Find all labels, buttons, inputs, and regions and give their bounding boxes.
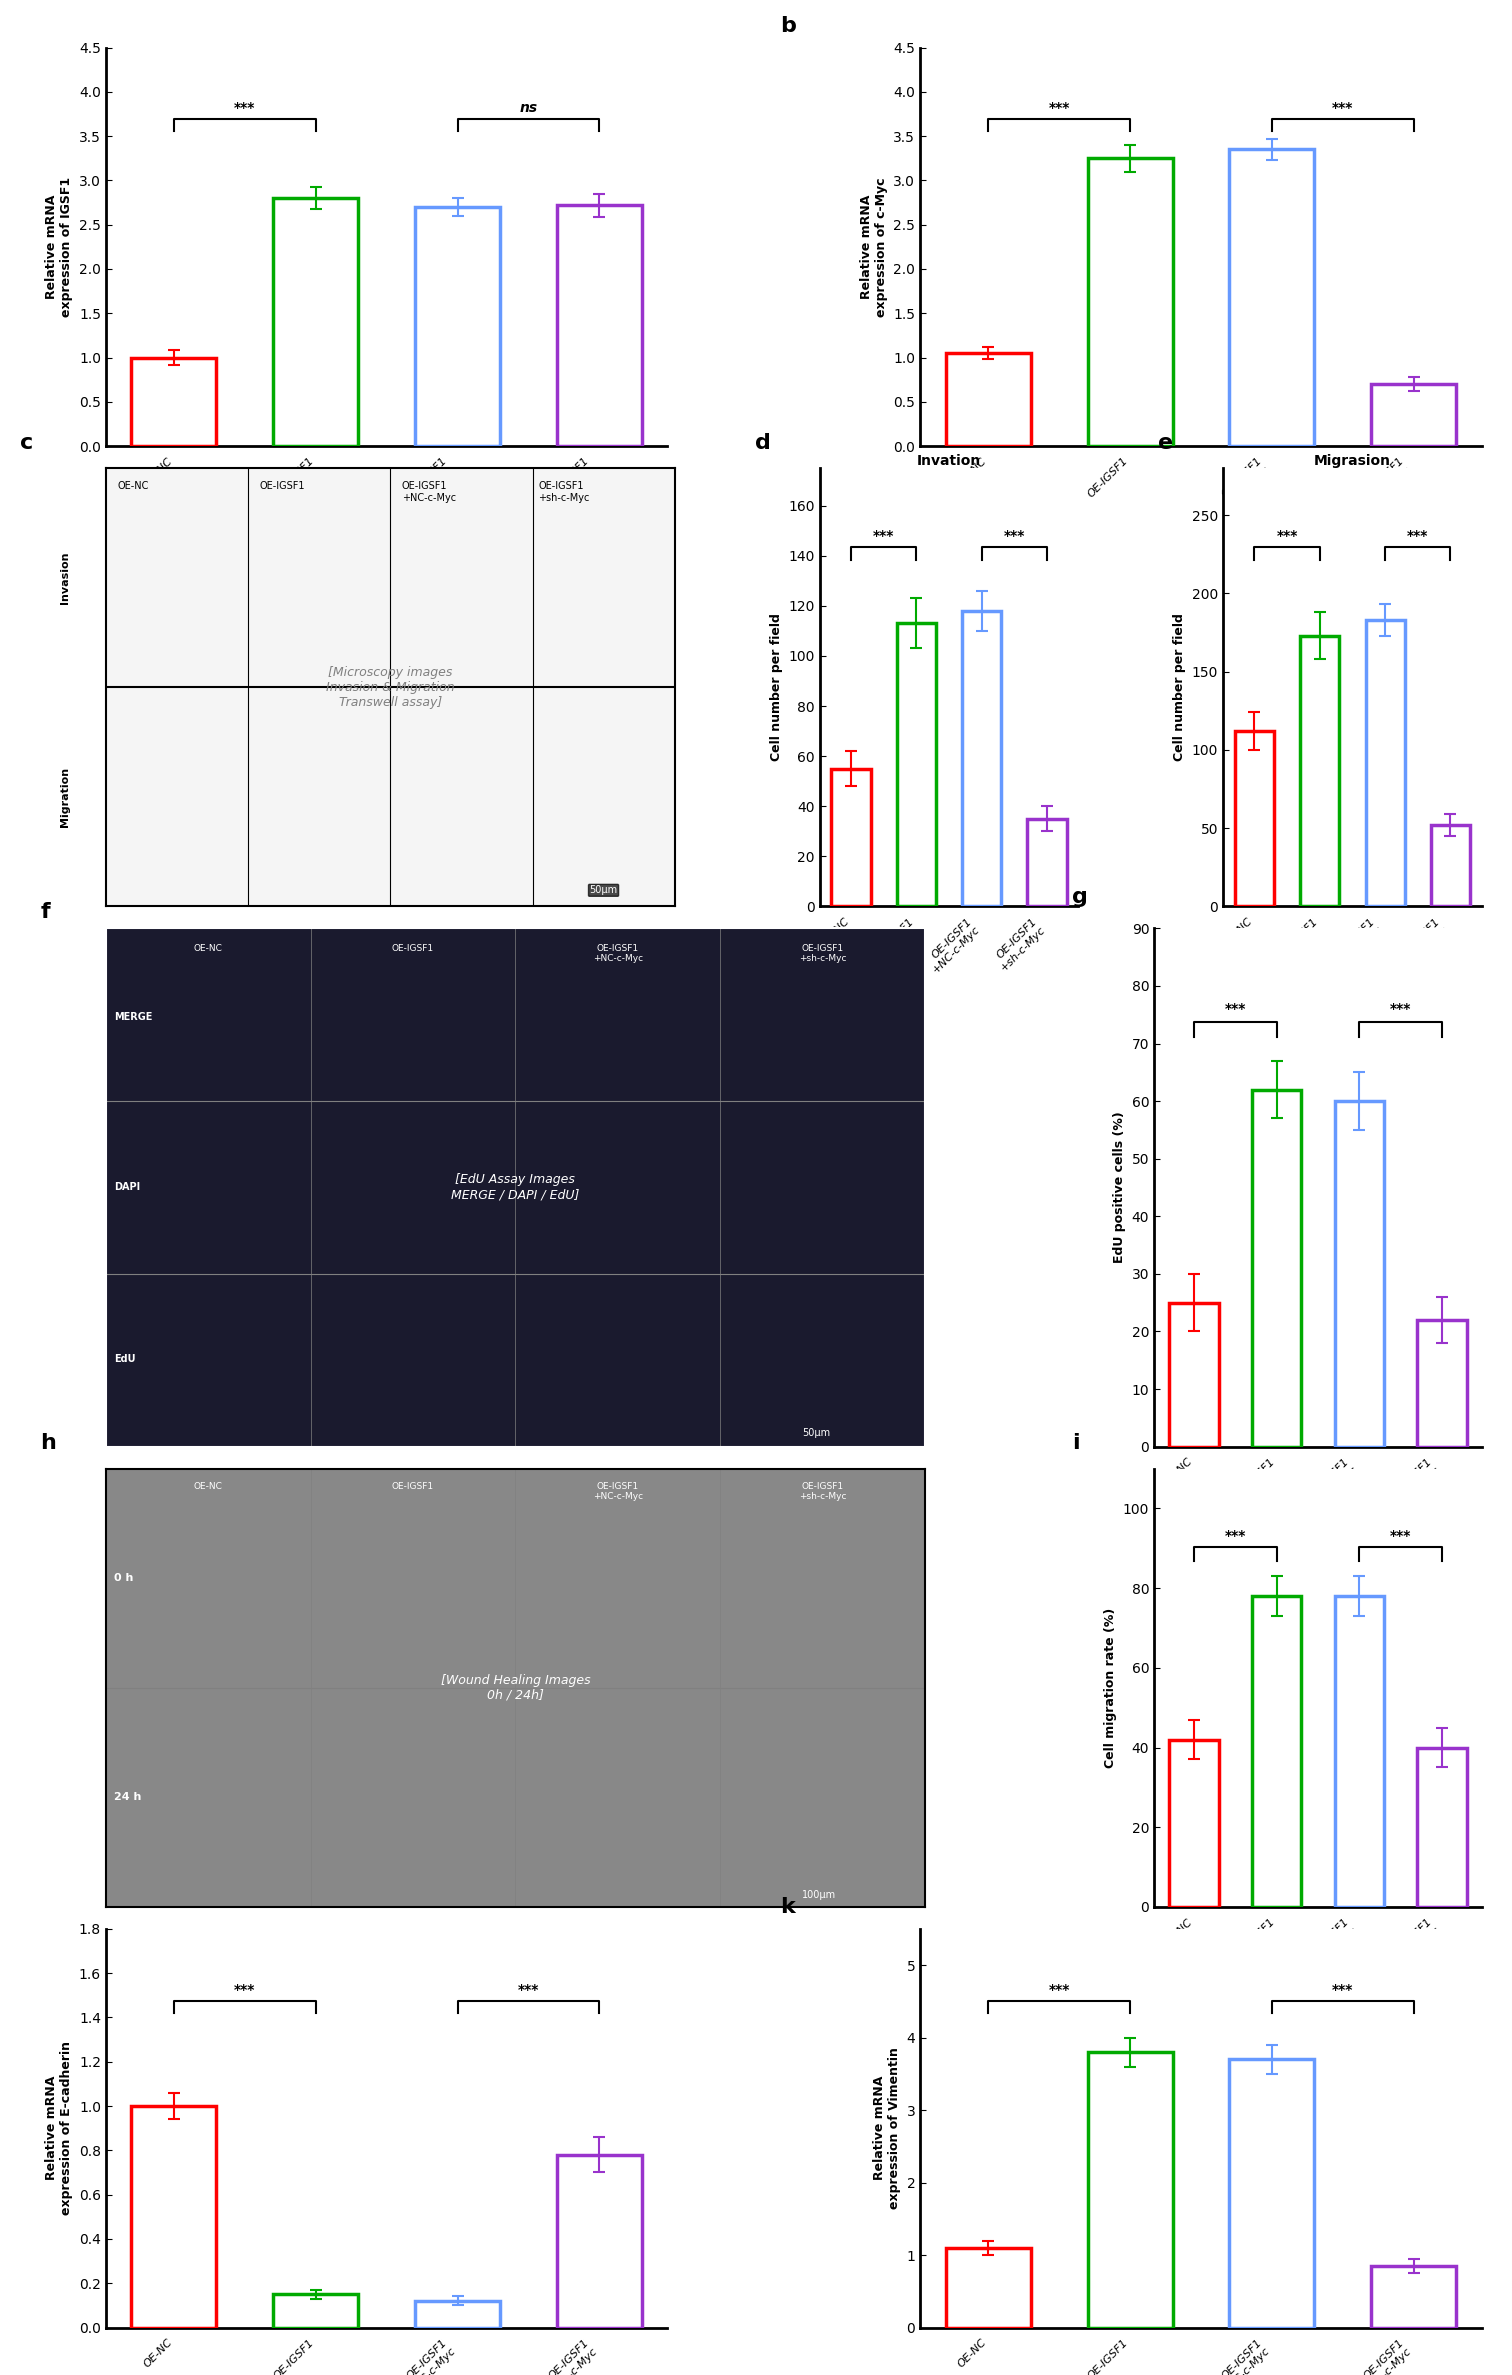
Bar (1335, 1102, 1383, 1446)
Bar (556, 204, 643, 446)
Bar (274, 197, 358, 446)
Bar (962, 610, 1001, 907)
Bar (1027, 819, 1066, 907)
Text: OE-IGSF1
+sh-c-Myc: OE-IGSF1 +sh-c-Myc (798, 943, 847, 964)
Bar (1087, 2052, 1173, 2328)
Bar (1417, 1748, 1467, 1907)
Bar (832, 770, 871, 907)
Text: ***: *** (1048, 102, 1070, 116)
Text: [Microscopy images
Invasion & Migration
Transwell assay]: [Microscopy images Invasion & Migration … (327, 665, 455, 708)
Y-axis label: Relative mRNA
expression of E-cadherin: Relative mRNA expression of E-cadherin (45, 2040, 73, 2216)
Text: MERGE: MERGE (113, 1012, 153, 1021)
Text: OE-IGSF1
+sh-c-Myc: OE-IGSF1 +sh-c-Myc (798, 1482, 847, 1501)
Text: ***: *** (1225, 1530, 1246, 1544)
Y-axis label: Cell migration rate (%): Cell migration rate (%) (1104, 1608, 1117, 1767)
Text: ***: *** (517, 1983, 540, 1997)
Text: OE-IGSF1
+sh-c-Myc: OE-IGSF1 +sh-c-Myc (538, 482, 590, 504)
Bar (1300, 636, 1340, 907)
Bar (414, 207, 500, 446)
Text: 50μm: 50μm (590, 886, 617, 895)
Text: EdU: EdU (113, 1354, 136, 1363)
Bar (897, 622, 936, 907)
Bar (1235, 732, 1275, 907)
Text: OE-NC: OE-NC (194, 1482, 222, 1492)
Bar (1087, 159, 1173, 446)
Bar (945, 2247, 1031, 2328)
Bar (132, 2107, 216, 2328)
Text: g: g (1072, 886, 1089, 907)
Text: ***: *** (1225, 1002, 1246, 1016)
Text: h: h (41, 1434, 56, 1454)
Text: d: d (754, 432, 771, 454)
Text: ns: ns (520, 102, 538, 116)
Text: ***: *** (1004, 530, 1025, 542)
Bar (1417, 1321, 1467, 1446)
Text: ***: *** (1390, 1002, 1411, 1016)
Bar (1169, 1302, 1219, 1446)
Title: Invation: Invation (916, 454, 981, 468)
Bar (556, 2154, 643, 2328)
Text: [Wound Healing Images
0h / 24h]: [Wound Healing Images 0h / 24h] (440, 1674, 590, 1703)
Bar (1229, 150, 1314, 446)
Text: ***: *** (1390, 1530, 1411, 1544)
Text: i: i (1072, 1434, 1080, 1454)
Text: 50μm: 50μm (801, 1427, 830, 1439)
Bar (132, 359, 216, 446)
Text: 100μm: 100μm (801, 1890, 836, 1900)
Text: k: k (780, 1898, 794, 1917)
Y-axis label: Cell number per field: Cell number per field (1173, 613, 1187, 762)
Text: b: b (780, 17, 795, 36)
Text: ***: *** (1332, 1983, 1353, 1997)
Bar (1430, 824, 1470, 907)
Text: 24 h: 24 h (113, 1793, 142, 1803)
Text: OE-NC: OE-NC (194, 943, 222, 952)
Text: e: e (1158, 432, 1173, 454)
Text: 0 h: 0 h (113, 1572, 133, 1584)
Y-axis label: EdU positive cells (%): EdU positive cells (%) (1113, 1112, 1126, 1264)
Bar (414, 2301, 500, 2328)
Bar (274, 2294, 358, 2328)
Bar (945, 354, 1031, 446)
Text: ***: *** (872, 530, 895, 542)
Bar (1252, 1090, 1302, 1446)
Text: ***: *** (1408, 530, 1429, 542)
Text: DAPI: DAPI (113, 1183, 141, 1192)
Title: Migrasion: Migrasion (1314, 454, 1391, 468)
Text: OE-NC: OE-NC (118, 482, 148, 492)
Text: Migration: Migration (60, 767, 71, 826)
Bar (1229, 2059, 1314, 2328)
Text: OE-IGSF1: OE-IGSF1 (260, 482, 305, 492)
Text: OE-IGSF1
+NC-c-Myc: OE-IGSF1 +NC-c-Myc (593, 1482, 643, 1501)
Bar (1365, 620, 1405, 907)
Bar (1169, 1738, 1219, 1907)
Text: ***: *** (234, 102, 256, 116)
Text: ***: *** (234, 1983, 256, 1997)
Bar (1252, 1596, 1302, 1907)
Text: OE-IGSF1: OE-IGSF1 (392, 1482, 434, 1492)
Text: f: f (41, 902, 50, 922)
Text: OE-IGSF1
+NC-c-Myc: OE-IGSF1 +NC-c-Myc (402, 482, 455, 504)
Text: ***: *** (1048, 1983, 1070, 1997)
Text: [EdU Assay Images
MERGE / DAPI / EdU]: [EdU Assay Images MERGE / DAPI / EdU] (451, 1173, 579, 1202)
Bar (1371, 385, 1456, 446)
Y-axis label: Relative mRNA
expression of IGSF1: Relative mRNA expression of IGSF1 (45, 176, 74, 316)
Bar (1371, 2266, 1456, 2328)
Text: c: c (21, 432, 33, 454)
Y-axis label: Relative mRNA
expression of Vimentin: Relative mRNA expression of Vimentin (872, 2047, 901, 2209)
Y-axis label: Relative mRNA
expression of c-Myc: Relative mRNA expression of c-Myc (860, 178, 888, 316)
Text: OE-IGSF1: OE-IGSF1 (392, 943, 434, 952)
Text: ***: *** (1332, 102, 1353, 116)
Text: Invasion: Invasion (60, 551, 71, 603)
Text: ***: *** (1276, 530, 1297, 542)
Y-axis label: Cell number per field: Cell number per field (770, 613, 783, 762)
Text: OE-IGSF1
+NC-c-Myc: OE-IGSF1 +NC-c-Myc (593, 943, 643, 964)
Bar (1335, 1596, 1383, 1907)
